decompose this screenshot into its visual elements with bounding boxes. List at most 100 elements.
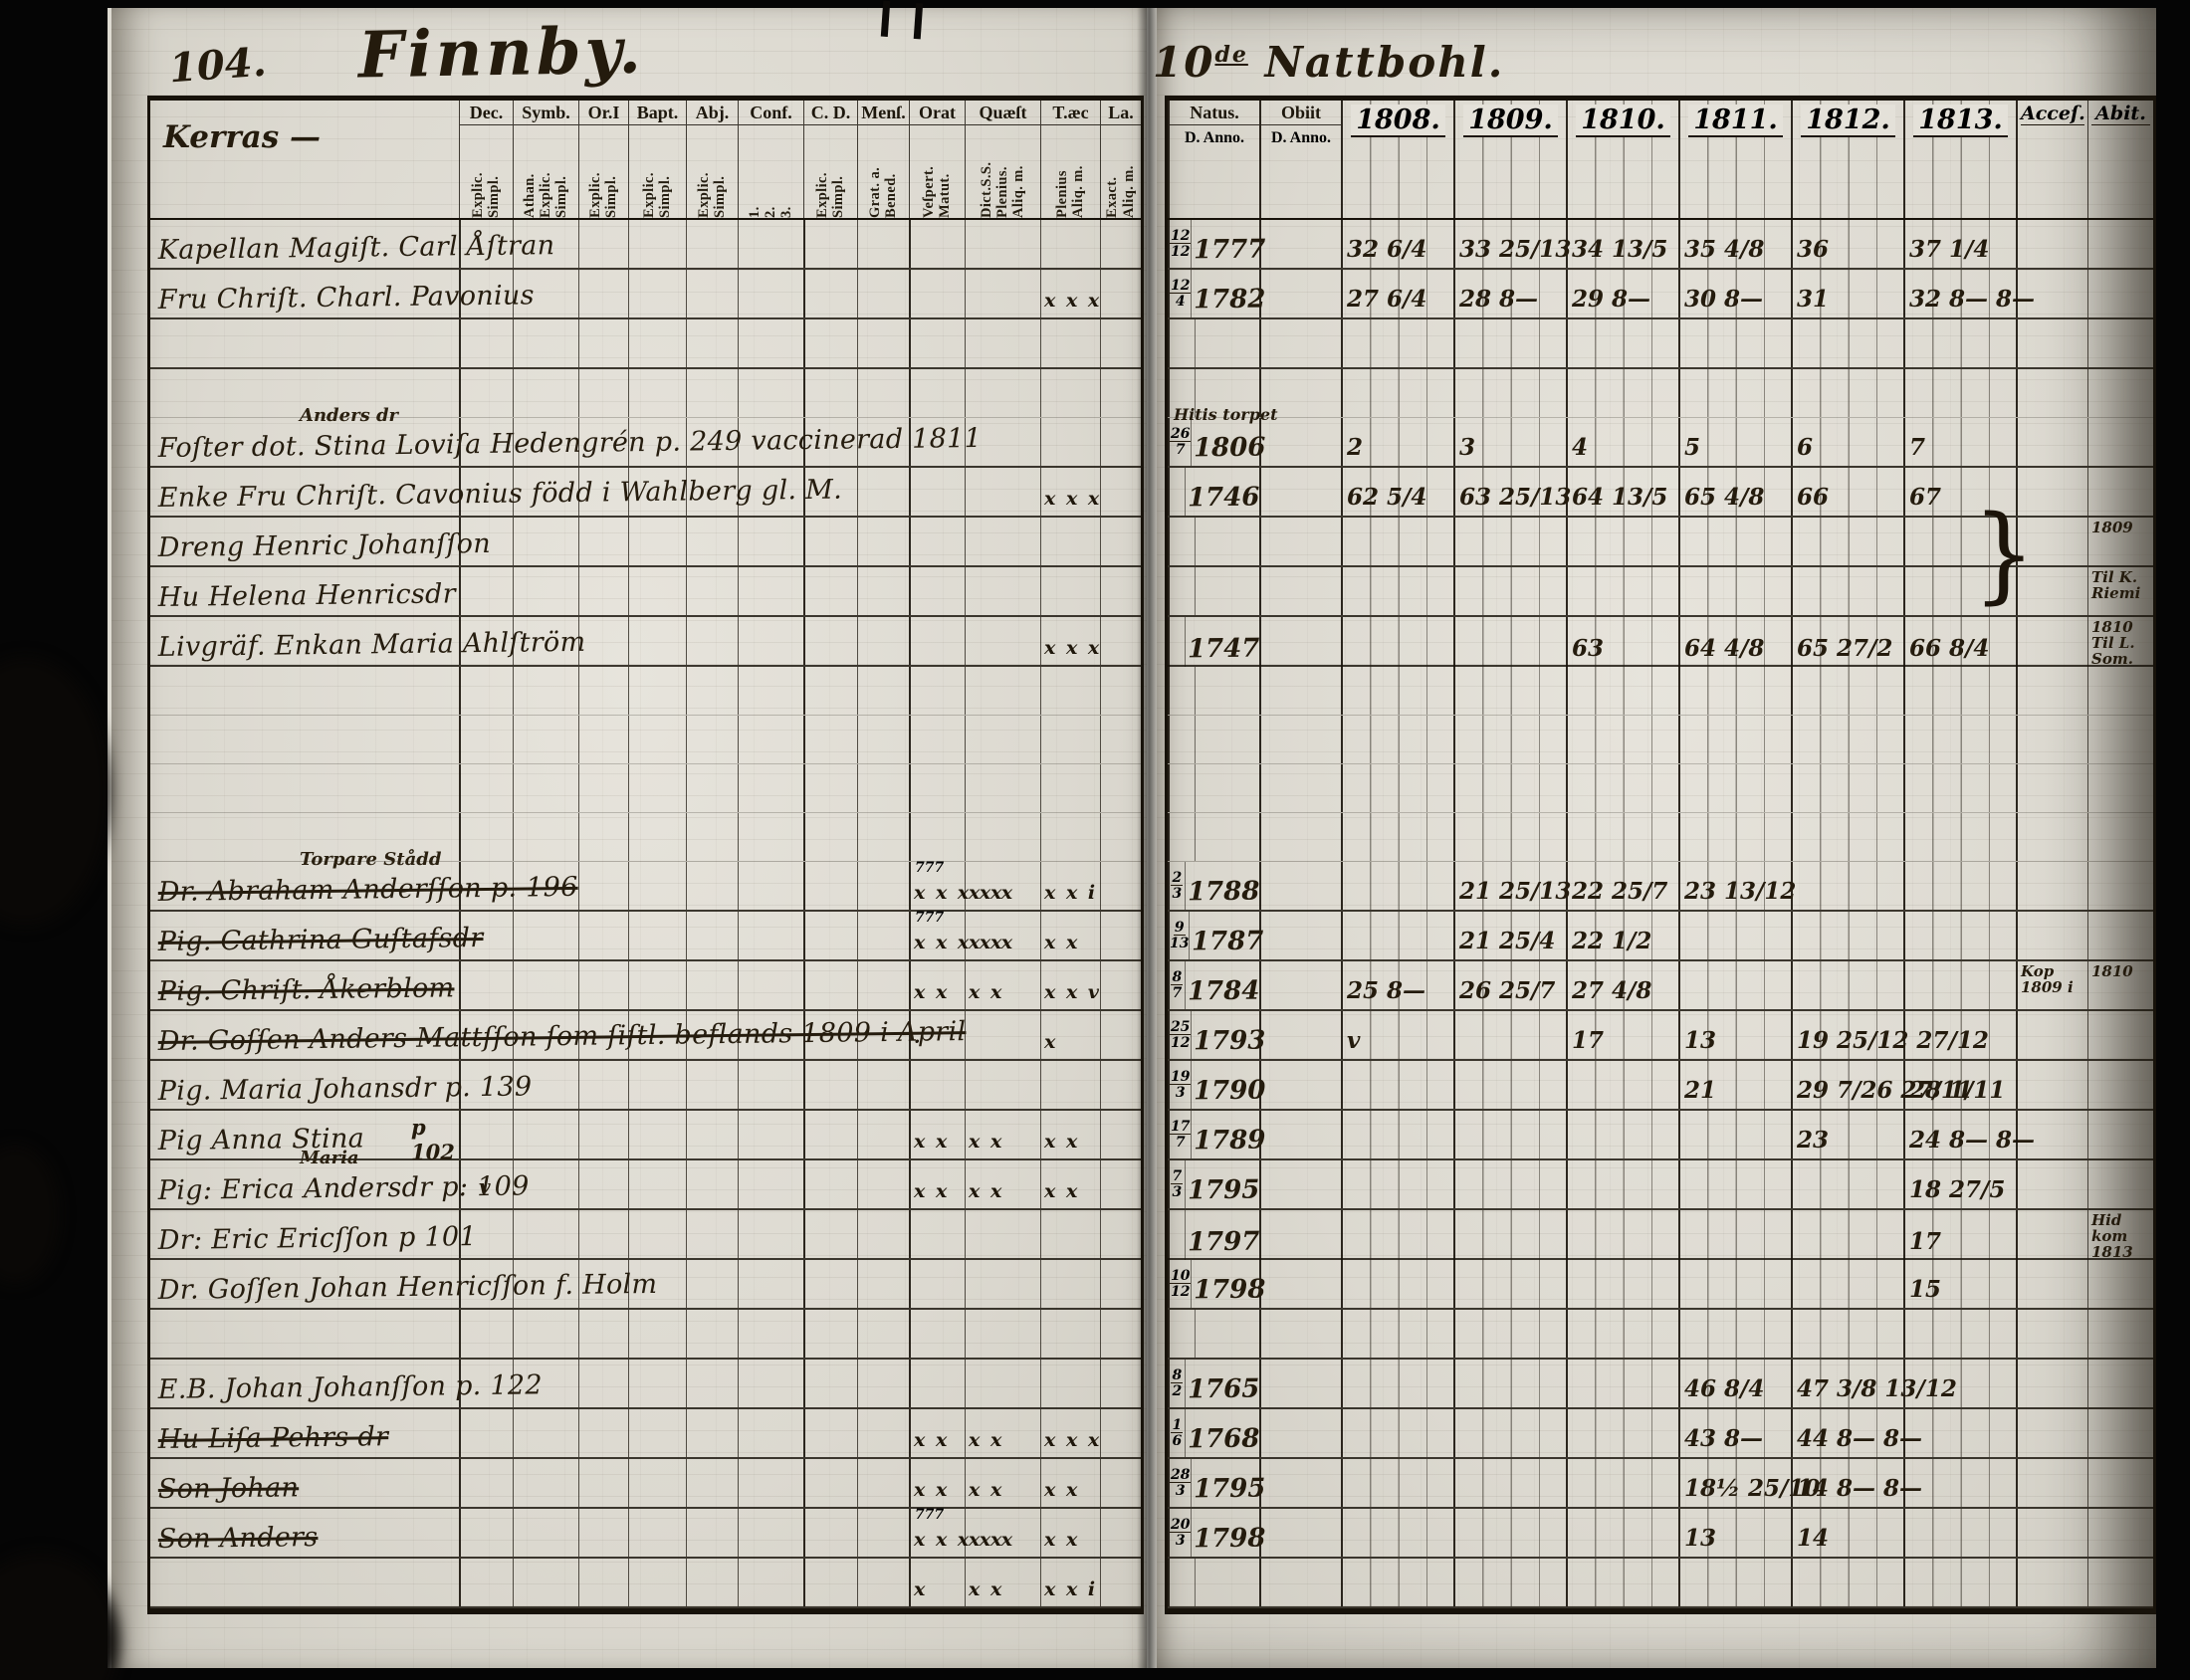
year-cell [1791,667,1903,715]
year-cell [1453,1210,1566,1261]
abit-cell [2087,1011,2153,1059]
obiit-cell [1259,716,1341,763]
column-label: Dec. [460,101,513,125]
person-name: Dr. Abraham Anderſſon p. 196 [157,871,578,908]
attendance-marks: x x [1044,1180,1080,1202]
grid-cell [803,1210,857,1258]
natus-day [1170,813,1196,861]
year-cell: 14 8— 8— [1791,1459,1922,1507]
year-cell: 22 1/2 [1566,912,1678,959]
grid-cell [1100,912,1141,959]
grid-cell [459,667,513,715]
year-cell [1341,1210,1453,1261]
year-cell: 21 [1678,1061,1791,1109]
grid-cell [686,764,738,812]
abit-cell: 1809 [2087,518,2153,565]
natus-day: 12 12 [1170,220,1193,268]
person-name: Livgräf. Enkan Maria Ahlſtröm [157,626,586,663]
year-cell [1903,764,2016,812]
grid-cell [578,518,628,565]
abit-cell [2087,1360,2153,1407]
grid-cell [738,567,803,615]
person-name: Son Johan [157,1472,300,1505]
year-header: 1812. [1791,101,1903,218]
grid-cell [1100,1210,1141,1258]
grid-cell [738,270,803,317]
year-cell [1453,617,1566,668]
grid-cell [909,1360,965,1407]
attendance-marks: x x v [1044,981,1101,1003]
communion-entry: 66 [1797,484,1830,511]
grid-cell [628,319,686,367]
obiit-cell [1259,1011,1341,1059]
grid-cell [803,716,857,763]
grid-cell [686,1210,738,1258]
table-row: Dr. Goſſen Johan Henricſſon f. Holm [150,1260,1141,1310]
attendance-marks: x x [914,1479,950,1501]
year-cell: 65 4/8 [1678,468,1791,516]
grid-cell [738,1011,803,1059]
natus-cell: 28 3 1795 [1168,1459,1266,1507]
grid-cell [628,764,686,812]
natus-annotation: Hitis torpet [1174,405,1278,424]
attendance-marks: x x [969,981,1004,1003]
name-cell: Torpare Stådd Dr. Abraham Anderſſon p. 19… [150,849,578,910]
day-numerator: 25 [1170,1019,1192,1035]
obiit-cell [1259,1111,1341,1158]
day-numerator: 28 [1170,1467,1192,1483]
grid-cell [857,961,909,1009]
natus-day [1170,1210,1186,1261]
table-row [1168,716,2153,764]
grid-cell [857,1559,909,1606]
year-cell [1903,1559,2016,1606]
grid-cell [738,518,803,565]
column-header: Menſ. Grat. a. Bened. [857,101,909,218]
acces-cell [2016,1061,2087,1109]
grid-cell [628,1061,686,1109]
year-cell [1903,961,2016,1009]
year-cell [1566,667,1678,715]
grid-cell [578,912,628,959]
person-name: Son Anders [157,1522,319,1555]
column-subheader: Plenius [1053,170,1070,218]
attendance-marks: x x x x x [914,1529,1015,1551]
table-row: 7 3 1795 18 27/5 [1168,1160,2153,1210]
grid-cell [857,518,909,565]
column-subheaders: Dict.S.S. Plenius. Aliq. m. [966,125,1040,218]
grid-cell [1100,961,1141,1009]
grid-cell [686,1459,738,1507]
natus-year: 1784 [1187,975,1260,1007]
name-cell: Hu Liſa Pehrs dr [150,1409,459,1457]
tally-annotation: 777 [915,1507,945,1523]
grid-cell [909,813,965,861]
grid-cell [738,1210,803,1258]
natus-day [1170,667,1196,715]
table-row [1168,667,2153,716]
table-row [150,1310,1141,1360]
grid-cell [857,418,909,466]
grid-cell [513,617,578,665]
year-cell [1566,518,1678,565]
natus-day [1170,764,1196,812]
abit-cell [2087,468,2153,516]
attendance-marks: x x [969,882,1004,904]
grid-cell [513,1011,578,1059]
day-numerator: 8 [1171,969,1184,985]
column-subheader: Simpl. [712,175,728,218]
year-label: 1813. [1913,105,2008,137]
grid-cell [803,1360,857,1407]
grid-cell [909,567,965,615]
year-cell [1791,369,1903,417]
column-subheader: Aliq. m. [1010,165,1027,218]
day-numerator: 26 [1170,426,1192,442]
title-ordinal: de [1214,42,1248,68]
grid-cell [628,1459,686,1507]
natus-year: 1788 [1187,876,1260,908]
year-cell [1903,667,2016,715]
grid-cell [578,617,628,665]
obiit-cell [1259,862,1341,910]
grid-cell [857,1459,909,1507]
table-row: Son Johan x x x x x x [150,1459,1141,1509]
communion-entry: 17 [1909,1228,1942,1256]
grid-cell [1040,567,1100,615]
